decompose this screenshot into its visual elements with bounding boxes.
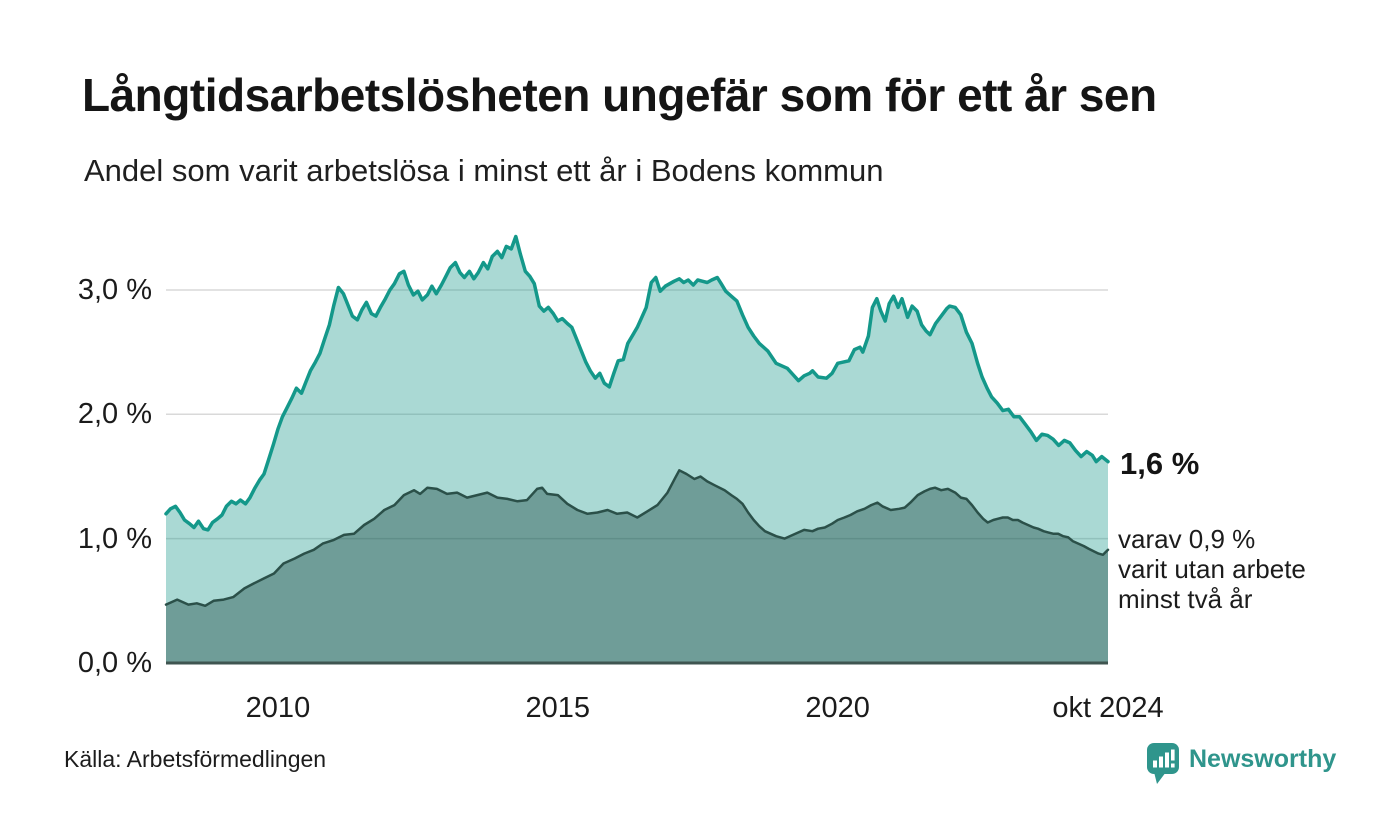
chart-subtitle: Andel som varit arbetslösa i minst ett å… (84, 153, 884, 188)
newsworthy-brand-name: Newsworthy (1189, 745, 1337, 773)
y-axis-tick: 2,0 % (77, 398, 152, 431)
x-axis-tick: 2015 (525, 692, 591, 724)
y-axis-tick: 3,0 % (77, 273, 152, 306)
x-axis-tick: 2020 (805, 692, 870, 724)
y-axis-tick: 0,0 % (77, 647, 152, 679)
newsworthy-logo-icon (1146, 742, 1180, 792)
newsworthy-brand: Newsworthy (1146, 742, 1336, 792)
source-attribution: Källa: Arbetsförmedlingen (64, 746, 327, 772)
x-axis-tick: okt 2024 (1052, 692, 1164, 724)
chart-title: Långtidsarbetslösheten ungefär som för e… (82, 69, 1157, 121)
x-axis-tick: 2010 (245, 692, 311, 724)
y-axis-tick: 1,0 % (77, 522, 152, 555)
secondary-series-annotation: varav 0,9 % varit utan arbete minst två … (1118, 524, 1306, 614)
latest-value-label: 1,6 % (1120, 446, 1200, 481)
